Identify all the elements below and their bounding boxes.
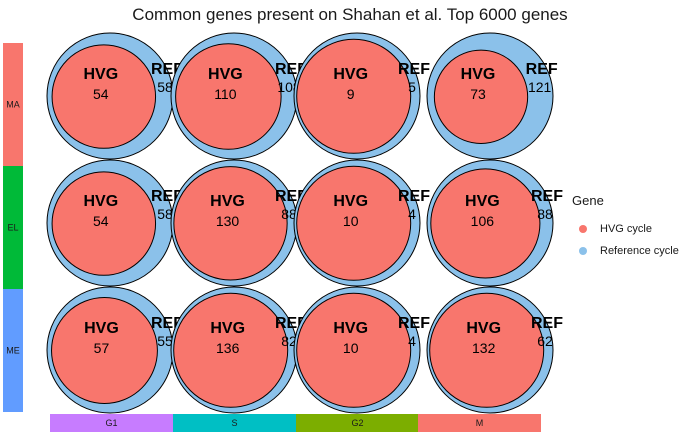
hvg-circle-me-g2 [296,292,412,408]
legend-label-0: HVG cycle [600,223,652,235]
column-strip-g2 [296,414,419,432]
hvg-circle-el-g2 [296,165,412,281]
ref-count-ma-m: 121 [528,79,552,95]
legend-item-0: HVG cycle [562,218,679,240]
hvg-count-me-g1: 57 [94,340,110,356]
hvg-label-me-m: HVG [466,320,501,337]
column-strip-m [418,414,541,432]
hvg-label-el-s: HVG [210,193,245,210]
hvg-count-ma-g2: 9 [347,86,355,102]
row-strip-me [3,289,23,412]
hvg-label-me-s: HVG [210,320,245,337]
hvg-circle-el-m [430,168,541,279]
ref-count-me-g2: 4 [408,333,416,349]
hvg-count-me-s: 136 [216,340,240,356]
legend-key-0 [574,220,592,238]
ref-count-me-g1: 55 [157,333,173,349]
ref-count-ma-g1: 58 [157,79,173,95]
hvg-count-ma-g1: 54 [93,86,109,102]
column-strip-s [173,414,296,432]
column-strip-label-m: M [476,418,484,428]
hvg-circle-ma-g2 [296,38,412,154]
hvg-circle-me-s [173,292,289,408]
hvg-circle-ma-g1 [51,44,157,149]
ref-label-ma-g2: REF [398,61,430,78]
hvg-count-ma-s: 110 [214,86,237,102]
row-strip-label-me: ME [6,346,20,356]
row-strip-el [3,166,23,289]
legend-dot-1 [579,247,587,255]
ref-count-el-m: 88 [537,206,553,222]
row-strip-ma [3,43,23,166]
legend-items: HVG cycle Reference cycle [562,218,679,262]
chart-title: Common genes present on Shahan et al. To… [132,5,568,24]
ref-count-ma-g2: 5 [408,79,416,95]
legend-label-1: Reference cycle [600,245,679,257]
hvg-count-el-g2: 10 [343,213,359,229]
column-strip-label-s: S [231,418,237,428]
hvg-label-me-g2: HVG [333,320,368,337]
hvg-count-me-g2: 10 [343,340,359,356]
hvg-count-el-m: 106 [471,213,495,229]
legend-dot-0 [579,225,587,233]
hvg-label-el-g2: HVG [333,193,368,210]
ref-label-me-g2: REF [398,315,430,332]
row-strip-label-el: EL [7,223,18,233]
hvg-label-ma-g2: HVG [333,66,368,83]
hvg-count-me-m: 132 [472,340,496,356]
column-strip-label-g1: G1 [105,418,117,428]
column-strip-label-g2: G2 [351,418,363,428]
hvg-circle-me-m [429,292,545,408]
ref-count-me-m: 62 [537,333,553,349]
ref-count-me-s: 82 [281,333,297,349]
hvg-count-el-g1: 54 [93,213,109,229]
legend-item-1: Reference cycle [562,240,679,262]
hvg-label-ma-g1: HVG [83,66,118,83]
hvg-count-el-s: 130 [216,213,240,229]
hvg-circle-ma-m [433,49,529,144]
hvg-label-ma-m: HVG [461,66,496,83]
ref-label-el-m: REF [531,188,563,205]
hvg-label-ma-s: HVG [208,66,243,83]
hvg-circle-me-g1 [51,297,158,404]
hvg-count-ma-m: 73 [470,86,486,102]
ref-label-el-g2: REF [398,188,430,205]
row-strip-label-ma: MA [6,100,20,110]
column-strip-g1 [50,414,173,432]
hvg-label-el-m: HVG [465,193,500,210]
hvg-label-el-g1: HVG [83,193,118,210]
ref-count-el-g2: 4 [408,206,416,222]
ref-count-el-g1: 58 [157,206,173,222]
ref-label-me-m: REF [531,315,563,332]
legend-key-1 [574,242,592,260]
hvg-circle-el-g1 [51,171,157,276]
hvg-circle-ma-s [175,43,282,150]
hvg-circle-el-s [173,166,288,281]
ref-count-el-s: 88 [281,206,297,222]
hvg-label-me-g1: HVG [84,320,119,337]
ref-label-ma-m: REF [526,61,558,78]
legend-title: Gene [572,193,604,208]
legend: Gene HVG cycle Reference cycle [562,193,679,262]
